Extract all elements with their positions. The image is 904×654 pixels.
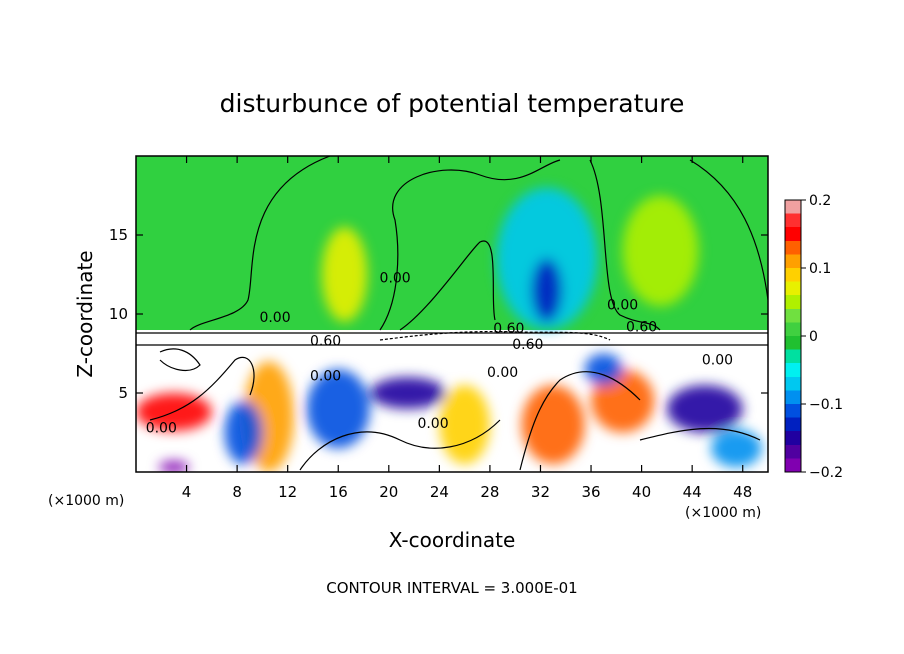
- contour-line: [299, 419, 501, 471]
- y-ticks: 5 10 15: [109, 226, 768, 402]
- field-blob: [591, 369, 655, 433]
- contour-line: [159, 348, 201, 372]
- contour-line: [689, 159, 768, 301]
- x-unit-label: (×1000 m): [685, 505, 761, 521]
- contour-label: 0.00: [702, 353, 733, 369]
- x-axis-label: X-coordinate: [389, 528, 516, 552]
- contour-label: 0.00: [380, 270, 411, 286]
- x-tick-label: 32: [531, 483, 550, 501]
- chart-title: disturbunce of potential temperature: [220, 89, 685, 118]
- x-tick-label: 16: [329, 483, 348, 501]
- x-tick-label: 24: [430, 483, 449, 501]
- contour-line: [639, 427, 761, 441]
- plot-area: 0.000.000.000.600.600.600.600.00 0.000.00…: [109, 155, 769, 501]
- x-tick-label: 40: [632, 483, 651, 501]
- field-blob: [369, 377, 446, 409]
- contour-interval-note: CONTOUR INTERVAL = 3.000E-01: [326, 579, 577, 597]
- contour-lines: [136, 156, 768, 471]
- x-tick-label: 36: [581, 483, 600, 501]
- x-tick-label: 28: [480, 483, 499, 501]
- x-tick-label: 44: [683, 483, 702, 501]
- x-ticks: 4 8 12 16 20 24 28 32 36 40 44 48: [182, 156, 752, 501]
- colorbar-tick-label: −0.1: [809, 397, 843, 413]
- colorbar-tick-label: −0.2: [809, 465, 843, 481]
- field-blob: [224, 400, 263, 465]
- colorbar-tick-label: 0: [809, 329, 818, 345]
- x-tick-label: 8: [232, 483, 242, 501]
- colorbar-tick-label: 0.2: [809, 193, 831, 209]
- contour-label: 0.60: [493, 321, 524, 337]
- contour-label: 0.00: [607, 297, 638, 313]
- field-blob: [306, 369, 370, 449]
- colorbar-ticks: 0.2 0.1 0 −0.1 −0.2: [801, 193, 843, 481]
- x-tick-label: 4: [182, 483, 192, 501]
- field-blob: [439, 385, 490, 465]
- contour-line: [189, 156, 331, 331]
- contour-label: 0.00: [259, 310, 290, 326]
- contour-line: [589, 159, 661, 331]
- field-blob: [711, 429, 762, 468]
- y-tick-label: 10: [109, 305, 128, 323]
- field-blob: [622, 195, 699, 307]
- field-blob: [584, 353, 623, 386]
- field-blob: [666, 385, 743, 433]
- y-axis-label: Z-coordinate: [73, 250, 97, 377]
- contour-label: 0.00: [487, 365, 518, 381]
- x-tick-label: 20: [379, 483, 398, 501]
- contour-label: 0.60: [626, 319, 657, 335]
- x-tick-label: 48: [733, 483, 752, 501]
- colorbar-tick-label: 0.1: [809, 261, 831, 277]
- contour-label: 0.00: [146, 421, 177, 437]
- field-blob: [521, 385, 585, 465]
- contour-line: [149, 356, 255, 421]
- contour-line: [379, 159, 561, 331]
- contour-line: [519, 371, 641, 471]
- field-blob: [158, 460, 190, 472]
- y-unit-label: (×1000 m): [48, 493, 124, 509]
- colorbar: 0.2 0.1 0 −0.1 −0.2: [784, 193, 843, 481]
- contour-line: [379, 330, 611, 341]
- colorbar-scale: [784, 199, 802, 473]
- contour-label: 0.00: [310, 368, 341, 384]
- x-tick-label: 12: [278, 483, 297, 501]
- contour-line: [399, 240, 496, 331]
- contour-label: 0.00: [417, 416, 448, 432]
- y-tick-label: 15: [109, 226, 128, 244]
- field-blob: [321, 227, 368, 322]
- y-tick-label: 5: [118, 384, 128, 402]
- contour-labels: 0.000.000.000.600.600.600.600.00 0.000.00…: [146, 270, 733, 436]
- contour-label: 0.60: [512, 337, 543, 353]
- contour-label: 0.60: [310, 334, 341, 350]
- field-blob: [531, 258, 562, 322]
